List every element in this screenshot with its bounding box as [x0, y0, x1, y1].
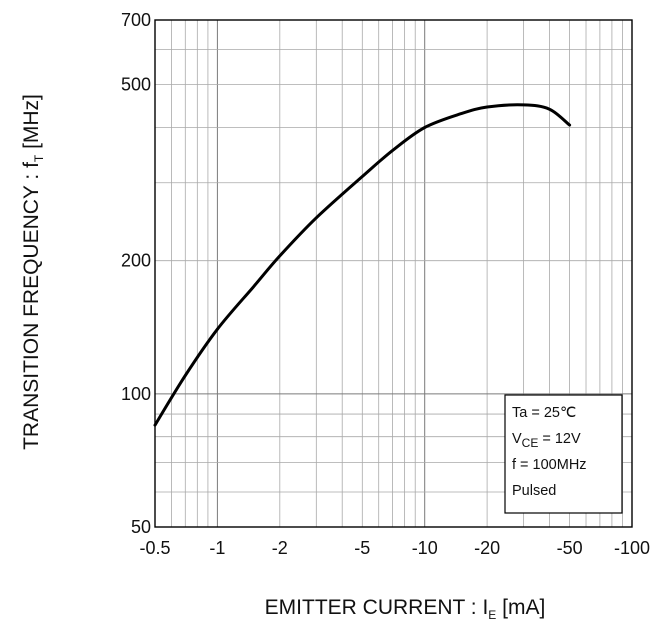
x-tick-label: -1: [209, 538, 225, 558]
series-line: [153, 103, 572, 427]
x-tick-label: -20: [474, 538, 500, 558]
condition-line-1: Ta = 25℃: [512, 405, 576, 421]
x-tick-label: -100: [614, 538, 650, 558]
x-tick-label: -2: [272, 538, 288, 558]
x-tick-label: -50: [557, 538, 583, 558]
y-tick-labels: 50 100 200 500 700: [121, 10, 151, 537]
x-tick-label: -0.5: [139, 538, 170, 558]
x-tick-label: -10: [412, 538, 438, 558]
y-tick-label: 100: [121, 384, 151, 404]
condition-line-2: VCE = 12V: [512, 431, 581, 450]
condition-line-4: Pulsed: [512, 483, 556, 499]
x-tick-label: -5: [354, 538, 370, 558]
y-tick-label: 50: [131, 517, 151, 537]
y-tick-label: 200: [121, 251, 151, 271]
conditions-box: Ta = 25℃ VCE = 12V f = 100MHz Pulsed: [504, 394, 623, 514]
condition-line-3: f = 100MHz: [512, 457, 587, 473]
x-axis-title: EMITTER CURRENT : IE [mA]: [265, 596, 546, 621]
plot-frame: [154, 19, 633, 528]
y-tick-label: 500: [121, 75, 151, 95]
y-tick-label: 700: [121, 10, 151, 30]
y-axis-title: TRANSITION FREQUENCY : fT [MHz]: [20, 94, 46, 450]
x-tick-labels: -0.5 -1 -2 -5 -10 -20 -50 -100: [139, 538, 650, 558]
